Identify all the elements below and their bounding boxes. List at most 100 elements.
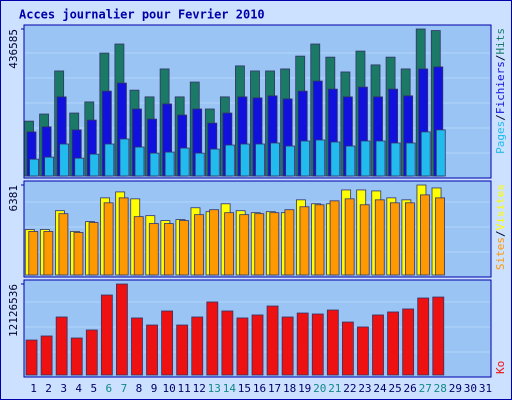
- bar: [191, 316, 204, 376]
- bar: [70, 337, 83, 376]
- x-tick-label: 15: [238, 382, 251, 395]
- x-tick-label: 16: [253, 382, 266, 395]
- bar: [103, 202, 114, 276]
- y-tick-label: 436585: [7, 29, 20, 69]
- x-tick-label: 11: [178, 382, 191, 395]
- x-tick-label: 18: [283, 382, 296, 395]
- x-tick-label: 13: [208, 382, 221, 395]
- legend-entry: Fichiers: [494, 61, 507, 114]
- bar: [100, 294, 113, 376]
- bar: [179, 147, 190, 177]
- bar: [326, 309, 339, 376]
- bar: [40, 335, 53, 376]
- bar: [73, 232, 84, 276]
- bar: [29, 158, 39, 177]
- bar: [314, 204, 325, 276]
- bar: [28, 231, 39, 276]
- bar: [390, 142, 401, 177]
- x-tick-label: 24: [373, 382, 387, 395]
- bar: [149, 152, 160, 177]
- bar: [224, 212, 235, 276]
- bar: [374, 199, 385, 276]
- bar: [164, 151, 175, 177]
- bar: [89, 153, 100, 177]
- x-tick-label: 31: [479, 382, 492, 395]
- bar: [146, 324, 158, 376]
- x-tick-label: 28: [434, 382, 447, 395]
- bar: [435, 129, 446, 177]
- bar: [270, 142, 280, 177]
- x-tick-label: 21: [328, 382, 341, 395]
- x-tick-label: 22: [343, 382, 356, 395]
- bar: [420, 131, 431, 177]
- x-tick-label: 9: [151, 382, 158, 395]
- bar: [55, 316, 68, 376]
- bar: [224, 144, 235, 177]
- bar: [74, 157, 85, 177]
- legend: Ko: [494, 361, 507, 374]
- bar: [43, 231, 54, 276]
- x-tick-label: 4: [75, 382, 82, 395]
- bar: [255, 143, 265, 177]
- bar: [404, 202, 415, 276]
- bar: [85, 329, 98, 376]
- bar: [176, 324, 189, 376]
- bar: [329, 200, 340, 276]
- bar: [345, 145, 356, 177]
- bar: [148, 223, 159, 276]
- bar: [119, 138, 130, 177]
- legend-separator: /: [494, 114, 507, 121]
- bar: [341, 321, 354, 376]
- bar: [104, 143, 115, 177]
- x-tick-label: 7: [121, 382, 128, 395]
- chart-title: Acces journalier pour Fevrier 2010: [19, 8, 265, 22]
- x-tick-label: 17: [268, 382, 281, 395]
- x-tick-label: 20: [313, 382, 326, 395]
- legend-separator: /: [494, 55, 507, 62]
- bar: [389, 202, 400, 276]
- bar: [133, 216, 144, 276]
- x-tick-label: 26: [404, 382, 417, 395]
- legend-entry: Ko: [494, 361, 507, 374]
- bar: [59, 143, 70, 177]
- bar: [254, 213, 265, 276]
- bar: [44, 156, 54, 177]
- bar: [315, 139, 326, 177]
- bar: [206, 301, 219, 376]
- bar: [299, 206, 310, 276]
- x-tick-label: 1: [30, 382, 37, 395]
- x-tick-label: 12: [193, 382, 206, 395]
- bar: [360, 140, 371, 177]
- y-tick-label: 12126536: [7, 284, 20, 337]
- bar: [266, 305, 279, 376]
- bar: [285, 145, 296, 177]
- bar: [116, 283, 128, 376]
- legend-entry: Visites: [494, 184, 507, 230]
- bar: [251, 314, 264, 376]
- x-tick-label: 14: [223, 382, 237, 395]
- bar: [359, 204, 370, 276]
- x-tick-label: 10: [162, 382, 175, 395]
- bar: [432, 296, 445, 376]
- bar: [357, 326, 369, 376]
- x-tick-label: 30: [464, 382, 477, 395]
- bar: [194, 152, 205, 177]
- x-tick-label: 27: [419, 382, 432, 395]
- bar: [296, 312, 309, 376]
- x-tick-label: 23: [358, 382, 371, 395]
- bar: [194, 214, 204, 276]
- x-tick-label: 25: [388, 382, 401, 395]
- bar: [269, 212, 280, 276]
- x-tick-label: 6: [106, 382, 113, 395]
- bar: [236, 317, 249, 376]
- bar: [240, 143, 250, 177]
- bar: [311, 313, 324, 376]
- bar: [344, 198, 355, 276]
- bar: [88, 222, 99, 276]
- bar: [300, 140, 311, 177]
- bar: [435, 197, 445, 276]
- bar: [420, 194, 430, 276]
- x-tick-label: 8: [136, 382, 143, 395]
